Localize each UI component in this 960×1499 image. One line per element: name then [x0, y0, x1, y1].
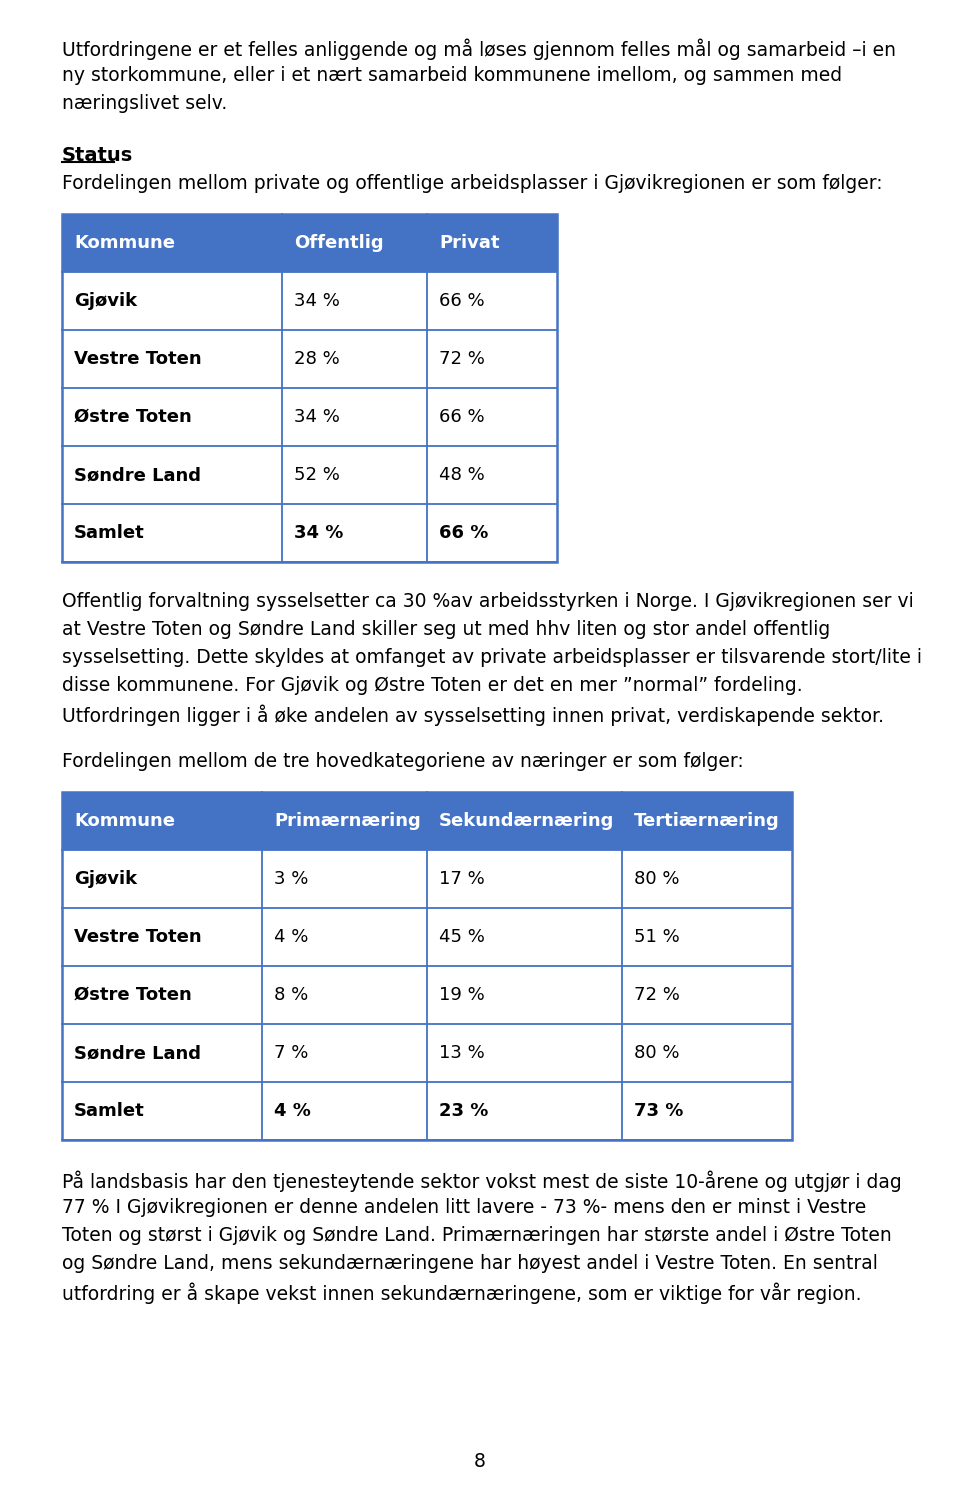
- Text: utfordring er å skape vekst innen sekundærnæringene, som er viktige for vår regi: utfordring er å skape vekst innen sekund…: [62, 1282, 861, 1304]
- Text: Søndre Land: Søndre Land: [74, 1043, 201, 1061]
- Text: 34 %: 34 %: [294, 408, 340, 426]
- Text: ny storkommune, eller i et nært samarbeid kommunene imellom, og sammen med: ny storkommune, eller i et nært samarbei…: [62, 66, 842, 85]
- Text: 80 %: 80 %: [634, 1043, 680, 1061]
- Text: Toten og størst i Gjøvik og Søndre Land. Primærnæringen har største andel i Østr: Toten og størst i Gjøvik og Søndre Land.…: [62, 1226, 892, 1246]
- Bar: [62, 1082, 792, 1141]
- Text: Kommune: Kommune: [74, 812, 175, 830]
- Bar: [62, 504, 557, 562]
- Text: 8: 8: [474, 1453, 486, 1471]
- Text: Samlet: Samlet: [74, 1102, 145, 1120]
- Text: 45 %: 45 %: [439, 928, 485, 946]
- Text: 3 %: 3 %: [274, 869, 308, 887]
- Text: Søndre Land: Søndre Land: [74, 466, 201, 484]
- Text: 80 %: 80 %: [634, 869, 680, 887]
- Text: Vestre Toten: Vestre Toten: [74, 349, 202, 367]
- Text: 66 %: 66 %: [439, 292, 485, 310]
- Text: 13 %: 13 %: [439, 1043, 485, 1061]
- Text: Østre Toten: Østre Toten: [74, 986, 192, 1004]
- Text: Utfordringene er et felles anliggende og må løses gjennom felles mål og samarbei: Utfordringene er et felles anliggende og…: [62, 37, 896, 60]
- Text: På landsbasis har den tjenesteytende sektor vokst mest de siste 10-årene og utgj: På landsbasis har den tjenesteytende sek…: [62, 1171, 901, 1192]
- Text: disse kommunene. For Gjøvik og Østre Toten er det en mer ”normal” fordeling.: disse kommunene. For Gjøvik og Østre Tot…: [62, 676, 803, 696]
- Text: Kommune: Kommune: [74, 234, 175, 252]
- Text: 17 %: 17 %: [439, 869, 485, 887]
- Text: 4 %: 4 %: [274, 1102, 311, 1120]
- Text: 73 %: 73 %: [634, 1102, 684, 1120]
- Text: 72 %: 72 %: [439, 349, 485, 367]
- Text: 77 % I Gjøvikregionen er denne andelen litt lavere - 73 %- mens den er minst i V: 77 % I Gjøvikregionen er denne andelen l…: [62, 1198, 866, 1217]
- Text: 8 %: 8 %: [274, 986, 308, 1004]
- Text: Samlet: Samlet: [74, 525, 145, 543]
- Text: Gjøvik: Gjøvik: [74, 869, 137, 887]
- Bar: [62, 1024, 792, 1082]
- Text: sysselsetting. Dette skyldes at omfanget av private arbeidsplasser er tilsvarend: sysselsetting. Dette skyldes at omfanget…: [62, 648, 922, 667]
- Text: 19 %: 19 %: [439, 986, 485, 1004]
- Bar: [62, 271, 557, 330]
- Text: 66 %: 66 %: [439, 408, 485, 426]
- Bar: [62, 388, 557, 447]
- Text: Fordelingen mellom de tre hovedkategoriene av næringer er som følger:: Fordelingen mellom de tre hovedkategorie…: [62, 752, 744, 770]
- Text: Vestre Toten: Vestre Toten: [74, 928, 202, 946]
- Text: Sekundærnæring: Sekundærnæring: [439, 812, 614, 830]
- Text: Utfordringen ligger i å øke andelen av sysselsetting innen privat, verdiskapende: Utfordringen ligger i å øke andelen av s…: [62, 705, 884, 726]
- Text: Privat: Privat: [439, 234, 499, 252]
- Bar: [62, 791, 792, 1141]
- Text: at Vestre Toten og Søndre Land skiller seg ut med hhv liten og stor andel offent: at Vestre Toten og Søndre Land skiller s…: [62, 621, 830, 639]
- Bar: [62, 214, 557, 562]
- Text: 48 %: 48 %: [439, 466, 485, 484]
- Text: Fordelingen mellom private og offentlige arbeidsplasser i Gjøvikregionen er som : Fordelingen mellom private og offentlige…: [62, 174, 882, 193]
- Text: og Søndre Land, mens sekundærnæringene har høyest andel i Vestre Toten. En sentr: og Søndre Land, mens sekundærnæringene h…: [62, 1255, 877, 1273]
- Text: Offentlig forvaltning sysselsetter ca 30 %av arbeidsstyrken i Norge. I Gjøvikreg: Offentlig forvaltning sysselsetter ca 30…: [62, 592, 914, 612]
- Text: 72 %: 72 %: [634, 986, 680, 1004]
- Text: Gjøvik: Gjøvik: [74, 292, 137, 310]
- Text: 28 %: 28 %: [294, 349, 340, 367]
- Text: 4 %: 4 %: [274, 928, 308, 946]
- Text: Tertiærnæring: Tertiærnæring: [634, 812, 780, 830]
- Bar: [62, 214, 557, 271]
- Text: Østre Toten: Østre Toten: [74, 408, 192, 426]
- Bar: [62, 791, 792, 850]
- Text: Primærnæring: Primærnæring: [274, 812, 420, 830]
- Text: næringslivet selv.: næringslivet selv.: [62, 94, 228, 112]
- Text: 34 %: 34 %: [294, 525, 344, 543]
- Text: 66 %: 66 %: [439, 525, 489, 543]
- Bar: [62, 908, 792, 965]
- Text: 7 %: 7 %: [274, 1043, 308, 1061]
- Text: 51 %: 51 %: [634, 928, 680, 946]
- Text: 23 %: 23 %: [439, 1102, 489, 1120]
- Text: 52 %: 52 %: [294, 466, 340, 484]
- Bar: [62, 850, 792, 908]
- Text: 34 %: 34 %: [294, 292, 340, 310]
- Bar: [62, 447, 557, 504]
- Bar: [62, 965, 792, 1024]
- Text: Status: Status: [62, 145, 133, 165]
- Text: Offentlig: Offentlig: [294, 234, 384, 252]
- Bar: [62, 330, 557, 388]
